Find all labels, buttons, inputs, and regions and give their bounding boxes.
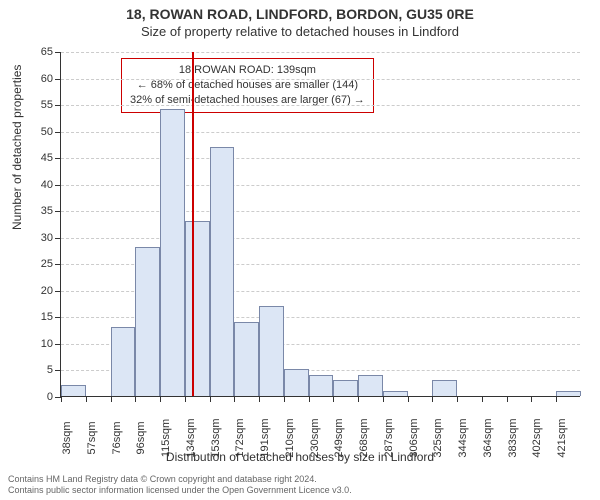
gridline bbox=[61, 79, 580, 80]
x-tick bbox=[61, 396, 62, 402]
x-tick bbox=[86, 396, 87, 402]
gridline bbox=[61, 132, 580, 133]
y-tick bbox=[55, 158, 61, 159]
y-tick bbox=[55, 79, 61, 80]
y-tick bbox=[55, 264, 61, 265]
x-tick bbox=[383, 396, 384, 402]
histogram-bar bbox=[160, 109, 185, 396]
gridline bbox=[61, 238, 580, 239]
gridline bbox=[61, 185, 580, 186]
x-tick bbox=[135, 396, 136, 402]
y-tick bbox=[55, 132, 61, 133]
footer: Contains HM Land Registry data © Crown c… bbox=[8, 474, 352, 496]
x-tick bbox=[457, 396, 458, 402]
x-tick bbox=[507, 396, 508, 402]
y-tick bbox=[55, 370, 61, 371]
x-tick bbox=[111, 396, 112, 402]
y-tick-label: 10 bbox=[41, 338, 53, 350]
callout-line1: 18 ROWAN ROAD: 139sqm bbox=[130, 63, 365, 78]
y-tick-label: 40 bbox=[41, 179, 53, 191]
x-axis-label: Distribution of detached houses by size … bbox=[0, 450, 600, 464]
footer-line2: Contains public sector information licen… bbox=[8, 485, 352, 496]
x-tick bbox=[259, 396, 260, 402]
title-line2: Size of property relative to detached ho… bbox=[0, 24, 600, 40]
y-axis-label: Number of detached properties bbox=[10, 65, 24, 230]
x-tick bbox=[556, 396, 557, 402]
histogram-bar bbox=[556, 391, 581, 396]
y-tick-label: 35 bbox=[41, 205, 53, 217]
plot-wrap: 18 ROWAN ROAD: 139sqm ← 68% of detached … bbox=[60, 52, 580, 397]
x-tick bbox=[210, 396, 211, 402]
histogram-bar bbox=[309, 375, 334, 396]
x-tick bbox=[531, 396, 532, 402]
y-tick bbox=[55, 52, 61, 53]
histogram-bar bbox=[111, 327, 136, 396]
marker-line bbox=[192, 52, 194, 396]
y-tick-label: 15 bbox=[41, 311, 53, 323]
y-tick bbox=[55, 185, 61, 186]
x-tick bbox=[432, 396, 433, 402]
histogram-bar bbox=[210, 147, 235, 396]
x-tick bbox=[160, 396, 161, 402]
histogram-bar bbox=[185, 221, 210, 396]
y-tick-label: 5 bbox=[47, 364, 53, 376]
gridline bbox=[61, 52, 580, 53]
y-tick-label: 50 bbox=[41, 126, 53, 138]
histogram-bar bbox=[432, 380, 457, 396]
x-tick bbox=[333, 396, 334, 402]
x-tick bbox=[234, 396, 235, 402]
chart-container: 18, ROWAN ROAD, LINDFORD, BORDON, GU35 0… bbox=[0, 0, 600, 500]
x-tick bbox=[309, 396, 310, 402]
y-tick bbox=[55, 211, 61, 212]
y-tick bbox=[55, 317, 61, 318]
title-block: 18, ROWAN ROAD, LINDFORD, BORDON, GU35 0… bbox=[0, 0, 600, 40]
histogram-bar bbox=[259, 306, 284, 396]
histogram-bar bbox=[135, 247, 160, 396]
y-tick-label: 25 bbox=[41, 258, 53, 270]
x-tick bbox=[408, 396, 409, 402]
plot-area: 18 ROWAN ROAD: 139sqm ← 68% of detached … bbox=[60, 52, 580, 397]
histogram-bar bbox=[333, 380, 358, 396]
x-tick bbox=[482, 396, 483, 402]
callout-line2: ← 68% of detached houses are smaller (14… bbox=[130, 78, 365, 93]
y-tick-label: 55 bbox=[41, 99, 53, 111]
y-tick-label: 20 bbox=[41, 285, 53, 297]
histogram-bar bbox=[234, 322, 259, 396]
x-tick bbox=[358, 396, 359, 402]
y-tick-label: 60 bbox=[41, 73, 53, 85]
gridline bbox=[61, 158, 580, 159]
gridline bbox=[61, 105, 580, 106]
y-tick bbox=[55, 291, 61, 292]
y-tick-label: 0 bbox=[47, 391, 53, 403]
y-tick-label: 45 bbox=[41, 152, 53, 164]
y-tick-label: 65 bbox=[41, 46, 53, 58]
y-tick bbox=[55, 344, 61, 345]
y-tick bbox=[55, 238, 61, 239]
histogram-bar bbox=[358, 375, 383, 396]
x-tick bbox=[284, 396, 285, 402]
x-tick bbox=[185, 396, 186, 402]
title-line1: 18, ROWAN ROAD, LINDFORD, BORDON, GU35 0… bbox=[0, 6, 600, 24]
y-tick bbox=[55, 105, 61, 106]
y-tick-label: 30 bbox=[41, 232, 53, 244]
footer-line1: Contains HM Land Registry data © Crown c… bbox=[8, 474, 352, 485]
histogram-bar bbox=[61, 385, 86, 396]
histogram-bar bbox=[383, 391, 408, 396]
gridline bbox=[61, 211, 580, 212]
histogram-bar bbox=[284, 369, 309, 396]
